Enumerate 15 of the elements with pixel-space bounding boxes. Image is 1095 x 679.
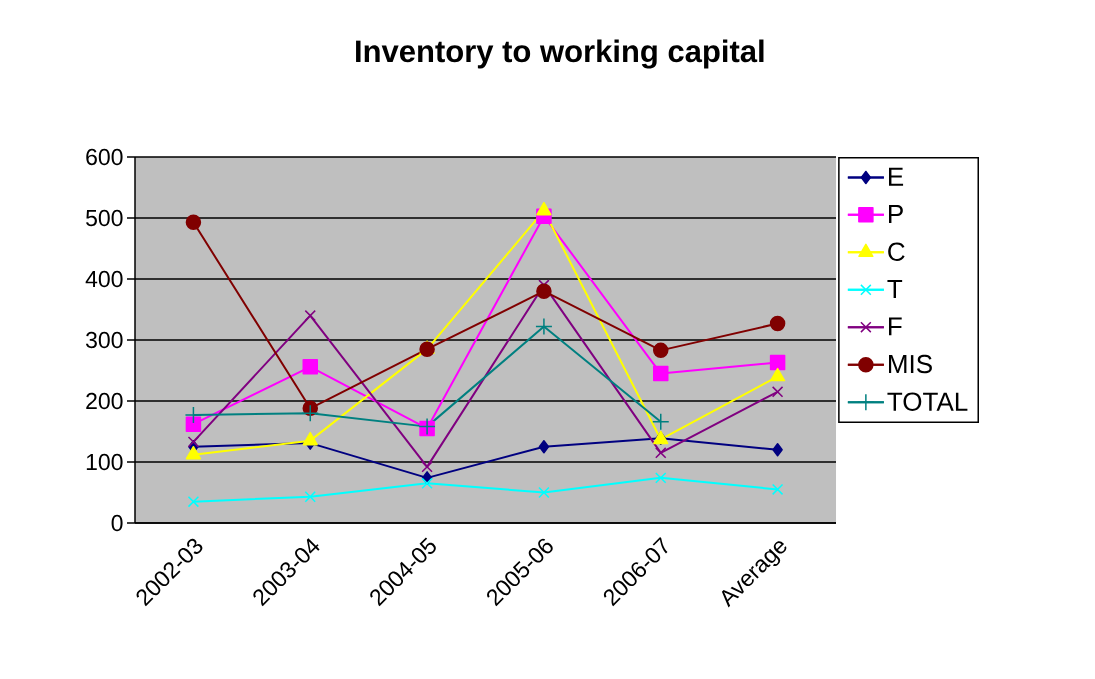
y-tick-label: 0	[111, 514, 123, 532]
chart-title: Inventory to working capital	[356, 39, 764, 69]
legend-label: TOTAL	[887, 392, 968, 411]
y-tick-label: 100	[86, 453, 123, 471]
legend-label: MIS	[889, 354, 932, 374]
legend-label: P	[889, 205, 903, 223]
legend-label: F	[889, 317, 902, 336]
y-tick-label: 300	[85, 331, 123, 349]
y-tick-label: 600	[86, 148, 123, 166]
y-tick-label: 500	[86, 209, 123, 227]
y-tick-label: 400	[85, 270, 123, 288]
legend-label: E	[889, 167, 904, 186]
legend-label: T	[887, 280, 903, 299]
y-tick-label: 200	[86, 392, 123, 410]
legend-label: C	[888, 242, 905, 261]
